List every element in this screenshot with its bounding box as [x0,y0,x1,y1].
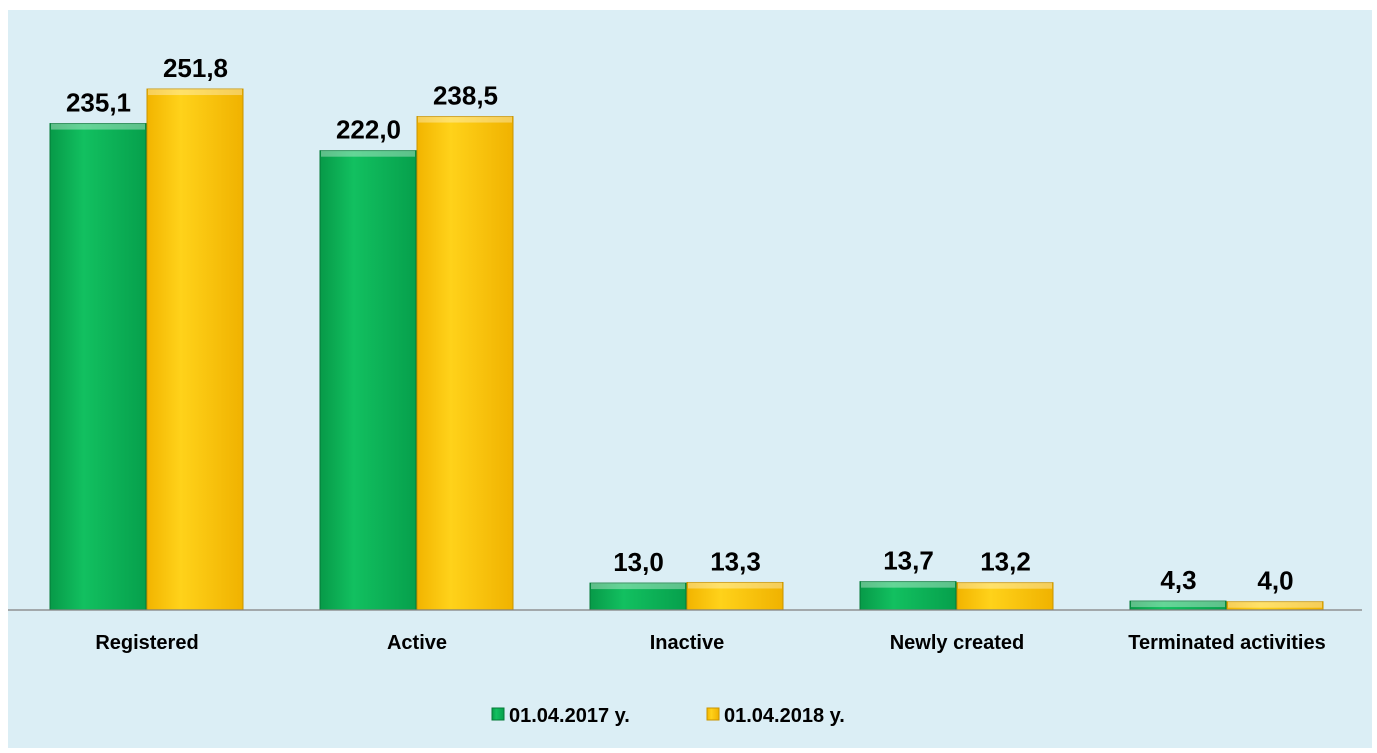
data-label: 235,1 [66,88,131,118]
data-label: 222,0 [336,115,401,145]
bar-highlight [591,583,685,590]
data-label: 13,3 [710,546,761,576]
data-label: 238,5 [433,81,498,111]
data-label: 13,0 [613,547,664,577]
category-label: Active [387,632,447,654]
bar-series2-2 [686,581,784,611]
data-label: 4,3 [1160,565,1196,595]
bar-highlight [1131,601,1225,608]
data-label: 4,0 [1257,566,1293,596]
data-label: 13,7 [883,546,934,576]
bar-highlight [148,89,242,96]
chart-area: 235,1 251,8 Registered 222,0 238,5 Active 13,0… [8,10,1372,748]
bar-series2-1 [416,116,514,611]
data-label: 13,2 [980,547,1031,577]
bar-series2-0 [146,88,244,611]
category-label: Newly created [890,632,1025,654]
legend-label-1: 01.04.2017 y. [509,705,630,727]
labels-layer: 235,1 251,8 Registered 222,0 238,5 Active 13,0… [66,53,1326,654]
category-label: Inactive [650,632,724,654]
bar-highlight [51,123,145,130]
bar-series2-3 [956,582,1054,611]
category-label: Terminated activities [1128,632,1325,654]
bar-highlight [1228,601,1322,608]
bar-highlight [861,581,955,588]
legend-swatch-1 [491,707,505,721]
legend-swatch-2 [706,707,720,721]
legend: 01.04.2017 y. 01.04.2018 y. [491,705,845,727]
bar-series1-1 [319,150,417,611]
bar-chart: 235,1 251,8 Registered 222,0 238,5 Active 13,0… [8,53,1362,727]
data-label: 251,8 [163,53,228,83]
bar-highlight [321,150,415,157]
bar-series1-2 [589,582,687,611]
bar-highlight [418,116,512,123]
legend-label-2: 01.04.2018 y. [724,705,845,727]
bar-highlight [688,582,782,589]
bar-highlight [958,582,1052,589]
bars-layer [49,88,1324,611]
category-label: Registered [95,632,198,654]
bar-series1-0 [49,123,147,611]
